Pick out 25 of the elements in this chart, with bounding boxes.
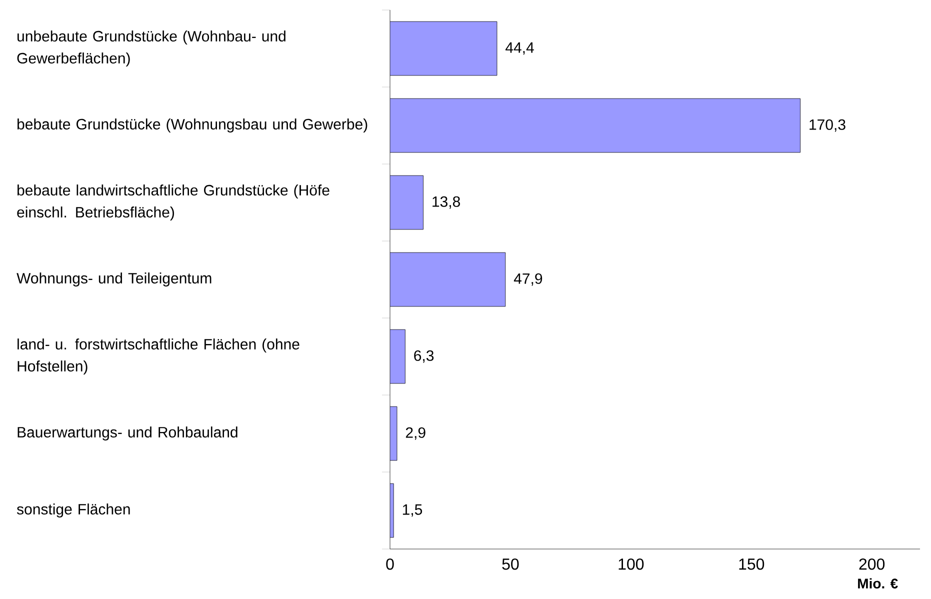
- y-tick-label: bebaute landwirtschaftliche Grundstücke (Höfe einschl. Betriebsfläche): [17, 184, 330, 220]
- x-axis-title: Mio. €: [858, 578, 898, 588]
- bar: [390, 21, 498, 76]
- y-tick-label: bebaute Grundstücke (Wohnungsbau und Gewerbe): [18, 118, 368, 132]
- x-tick-label: 150: [739, 558, 764, 570]
- x-tick-label: 50: [502, 558, 519, 570]
- bar: [390, 329, 406, 384]
- data-label: 47,9: [514, 273, 542, 286]
- y-tick-label: unbebaute Grundstücke (Wohnbau- und Gewerbeflächen): [17, 30, 286, 66]
- bar: [390, 175, 424, 230]
- data-label: 2,9: [406, 427, 426, 440]
- x-tick-label: 200: [859, 558, 885, 570]
- data-label: 1,5: [402, 504, 422, 517]
- x-tick-label: 0: [386, 558, 394, 570]
- bar: [390, 98, 800, 153]
- data-label: 44,4: [506, 42, 534, 55]
- data-label: 13,8: [432, 196, 460, 209]
- y-tick-label: Wohnungs- und Teileigentum: [16, 272, 212, 286]
- data-label: 6,3: [414, 350, 434, 363]
- x-tick-label: 100: [618, 558, 644, 570]
- y-tick-label: Bauerwartungs- und Rohbauland: [18, 426, 238, 440]
- y-tick-label: land- u. forstwirtschaftliche Flächen (ohne Hofstellen): [18, 338, 300, 374]
- data-label: 170,3: [810, 119, 846, 132]
- y-tick-label: sonstige Flächen: [16, 504, 130, 518]
- bar: [390, 252, 506, 307]
